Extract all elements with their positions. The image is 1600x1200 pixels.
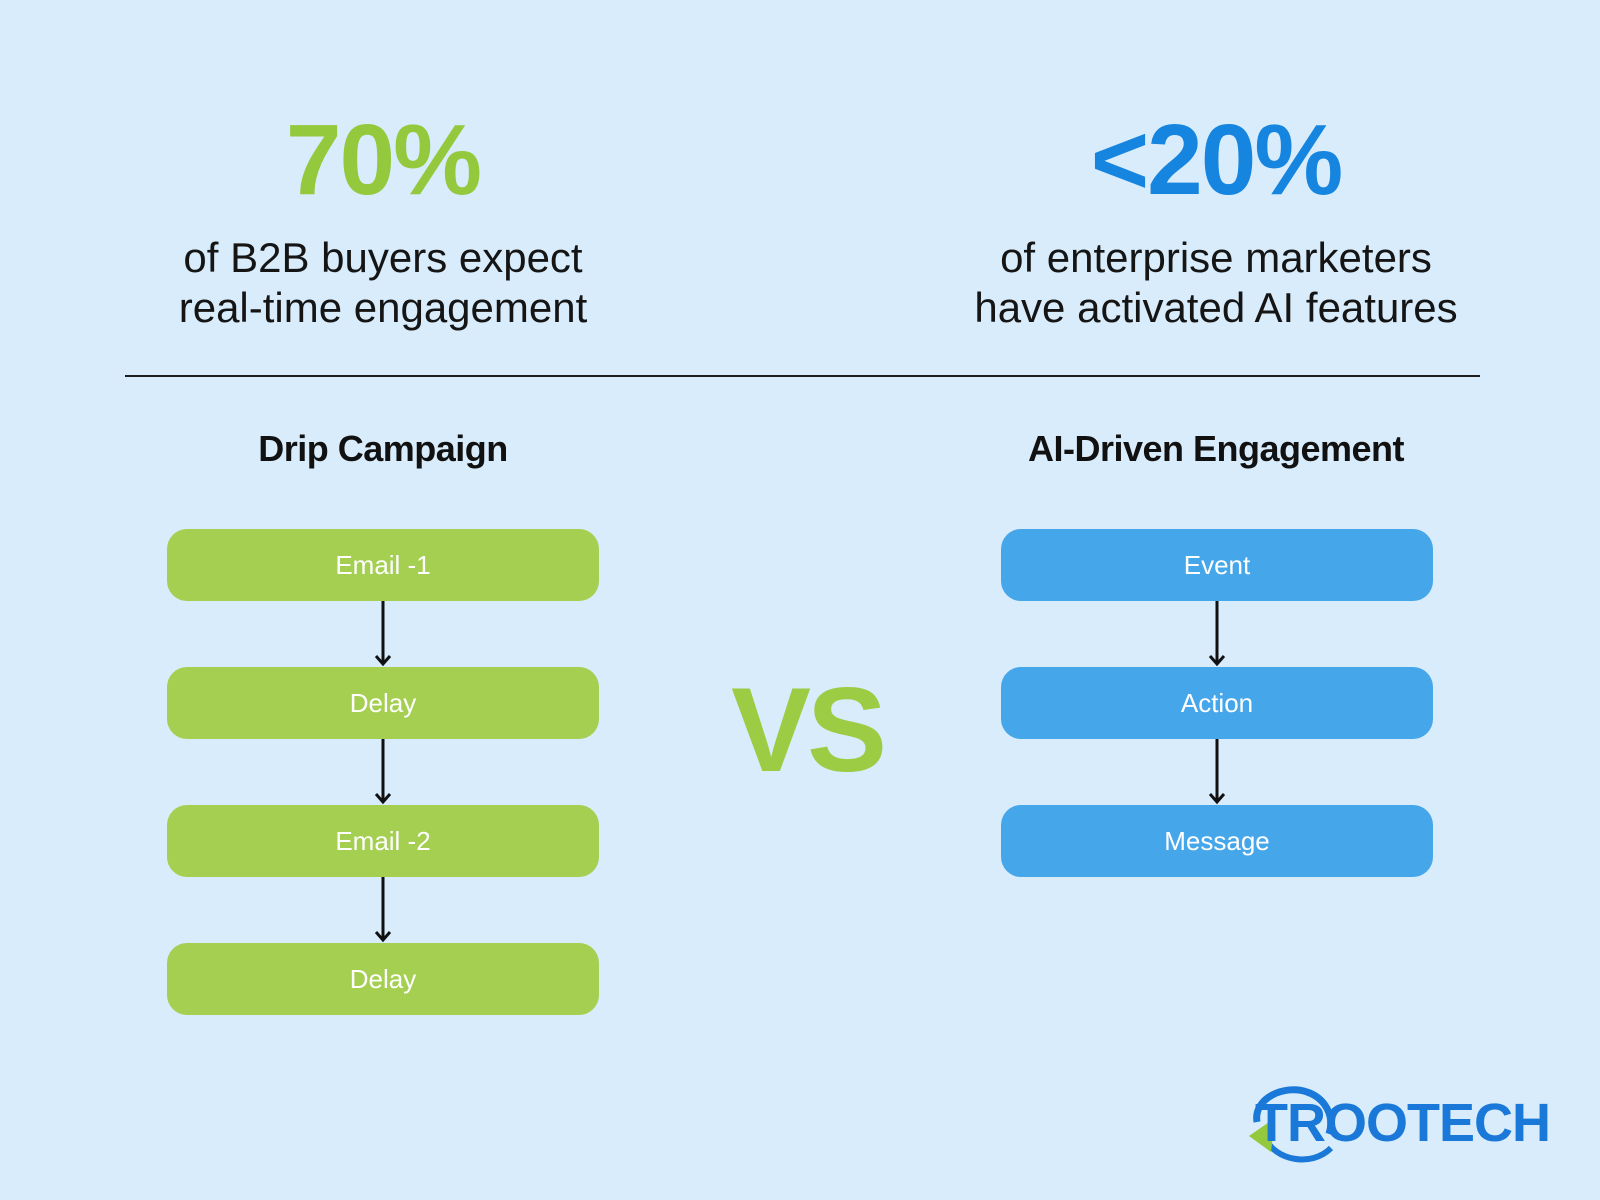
brand-logo: TROOTECH: [1245, 1078, 1551, 1168]
flow-step-email-1: Email -1: [167, 529, 599, 601]
flow-step-action: Action: [1001, 667, 1433, 739]
drip-campaign-flow: Email -1 Delay Email -2 Delay: [167, 529, 599, 1015]
flow-step-event: Event: [1001, 529, 1433, 601]
swoosh-icon: [1249, 1086, 1335, 1163]
stat-value-buyers: 70%: [285, 104, 482, 216]
flow-step-message: Message: [1001, 805, 1433, 877]
arrow-down-icon: [167, 877, 599, 943]
arrow-down-icon: [167, 739, 599, 805]
flow-step-email-2: Email -2: [167, 805, 599, 877]
flow-title-ai: AI-Driven Engagement: [1027, 428, 1405, 469]
logo-text: TROOTECH: [1255, 1093, 1551, 1153]
arrow-down-icon: [1001, 601, 1433, 667]
stat-value-marketers: <20%: [1090, 104, 1344, 216]
stat-description-line: of B2B buyers expect: [183, 234, 583, 281]
ai-engagement-flow: Event Action Message: [1001, 529, 1433, 877]
stat-description-line: real-time engagement: [178, 284, 588, 331]
stat-description-line: have activated AI features: [974, 284, 1458, 331]
stat-description-line: of enterprise marketers: [1000, 234, 1432, 281]
flow-step-delay-2: Delay: [167, 943, 599, 1015]
stat-description-marketers: of enterprise marketers have activated A…: [906, 233, 1526, 333]
vs-label: VS: [730, 663, 887, 797]
arrow-down-icon: [167, 601, 599, 667]
flow-title-drip: Drip Campaign: [258, 428, 508, 469]
arrow-down-icon: [1001, 739, 1433, 805]
section-divider: [125, 375, 1480, 377]
stat-description-buyers: of B2B buyers expect real-time engagemen…: [73, 233, 693, 333]
flow-step-delay-1: Delay: [167, 667, 599, 739]
